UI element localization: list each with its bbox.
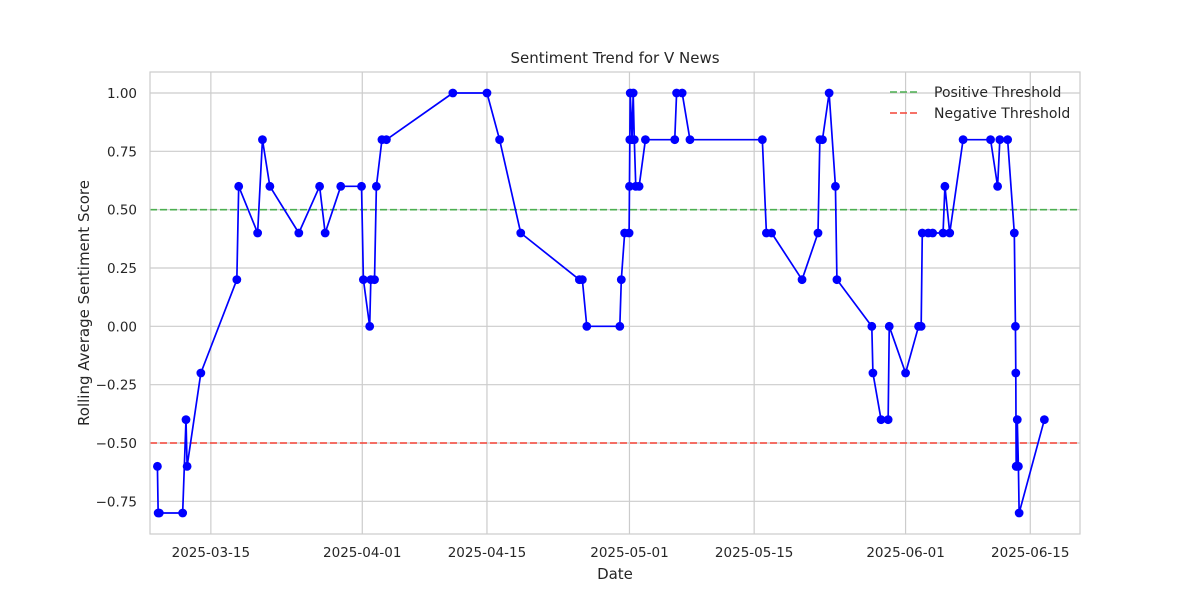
threshold-lines (150, 208, 1080, 444)
data-point (615, 321, 625, 331)
data-point (867, 321, 877, 331)
legend: Positive Threshold Negative Threshold (890, 85, 1070, 122)
x-tick-labels: 2025-03-15 2025-04-01 2025-04-15 2025-05-01… (172, 545, 1070, 561)
plot-frame (149, 71, 1081, 535)
data-point (993, 181, 1003, 191)
y-axis-label: Rolling Average Sentiment Score (75, 180, 93, 426)
data-point (670, 135, 680, 145)
series (153, 88, 1049, 518)
data-point (253, 228, 263, 238)
data-point (641, 135, 650, 145)
data-point (757, 135, 767, 145)
data-point (258, 135, 267, 145)
y-tick-label: −0.50 (96, 436, 137, 452)
legend-entry: Negative Threshold (934, 106, 1070, 122)
data-point (371, 181, 381, 191)
data-point (628, 88, 638, 98)
data-point (958, 135, 968, 145)
chart-title: Sentiment Trend for V News (510, 49, 719, 67)
data-point (582, 321, 592, 331)
data-point (577, 275, 587, 285)
data-point (448, 88, 458, 98)
data-point (1014, 461, 1023, 471)
y-tick-labels: 1.00 0.75 0.50 0.25 0.00 −0.25 −0.50 −0.75 (96, 86, 137, 510)
y-tick-label: 0.25 (107, 261, 137, 277)
data-point (677, 88, 687, 98)
data-point (336, 181, 346, 191)
data-point (357, 181, 366, 191)
data-point (916, 321, 926, 331)
data-point (901, 368, 910, 378)
legend-entry: Positive Threshold (934, 85, 1061, 101)
data-point (182, 461, 192, 471)
data-point (868, 368, 878, 378)
data-point (986, 135, 995, 145)
x-tick-label: 2025-05-01 (590, 545, 668, 561)
data-point (884, 321, 894, 331)
data-point (370, 275, 379, 285)
data-point (629, 135, 639, 145)
data-point (1011, 368, 1021, 378)
data-point (1014, 508, 1024, 518)
data-point (876, 415, 886, 425)
data-point (294, 228, 304, 238)
data-point (1039, 415, 1049, 425)
data-point (945, 228, 955, 238)
x-tick-label: 2025-03-15 (172, 545, 250, 561)
data-point (365, 321, 375, 331)
data-point (685, 135, 695, 145)
x-tick-label: 2025-04-15 (448, 545, 526, 561)
data-point (1009, 228, 1019, 238)
data-point (265, 181, 275, 191)
y-tick-label: 0.75 (107, 144, 137, 160)
data-point (616, 275, 626, 285)
data-point (358, 275, 368, 285)
data-point (995, 135, 1005, 145)
data-point (1012, 415, 1022, 425)
series-line (156, 92, 1046, 514)
data-point (516, 228, 526, 238)
data-point (940, 181, 950, 191)
data-point (153, 461, 162, 471)
data-point (234, 181, 244, 191)
x-tick-label: 2025-06-15 (991, 545, 1069, 561)
data-point (813, 228, 823, 238)
data-point (831, 181, 840, 191)
data-point (818, 135, 827, 145)
data-point (315, 181, 324, 191)
y-tick-label: −0.25 (96, 378, 137, 394)
data-point (482, 88, 492, 98)
data-point (320, 228, 330, 238)
data-point (928, 228, 938, 238)
grid (150, 72, 1080, 534)
y-tick-label: 0.00 (107, 319, 137, 335)
data-point (495, 135, 504, 145)
data-point (883, 415, 893, 425)
data-point (797, 275, 807, 285)
data-point (196, 368, 206, 378)
y-tick-label: 1.00 (107, 86, 137, 102)
data-point (832, 275, 842, 285)
x-axis-label: Date (597, 565, 633, 583)
x-tick-label: 2025-04-01 (323, 545, 401, 561)
data-point (1011, 321, 1020, 331)
y-tick-label: −0.75 (96, 494, 137, 510)
data-point (938, 228, 948, 238)
y-tick-label: 0.50 (107, 203, 137, 219)
data-point (824, 88, 834, 98)
data-point (624, 228, 634, 238)
data-point (154, 508, 164, 518)
x-tick-label: 2025-06-01 (866, 545, 944, 561)
data-point (1003, 135, 1013, 145)
data-point (232, 275, 242, 285)
data-point (625, 181, 634, 191)
data-point (767, 228, 777, 238)
data-point (178, 508, 188, 518)
data-point (181, 415, 191, 425)
data-point (634, 181, 644, 191)
data-point (382, 135, 391, 145)
x-tick-label: 2025-05-15 (715, 545, 793, 561)
